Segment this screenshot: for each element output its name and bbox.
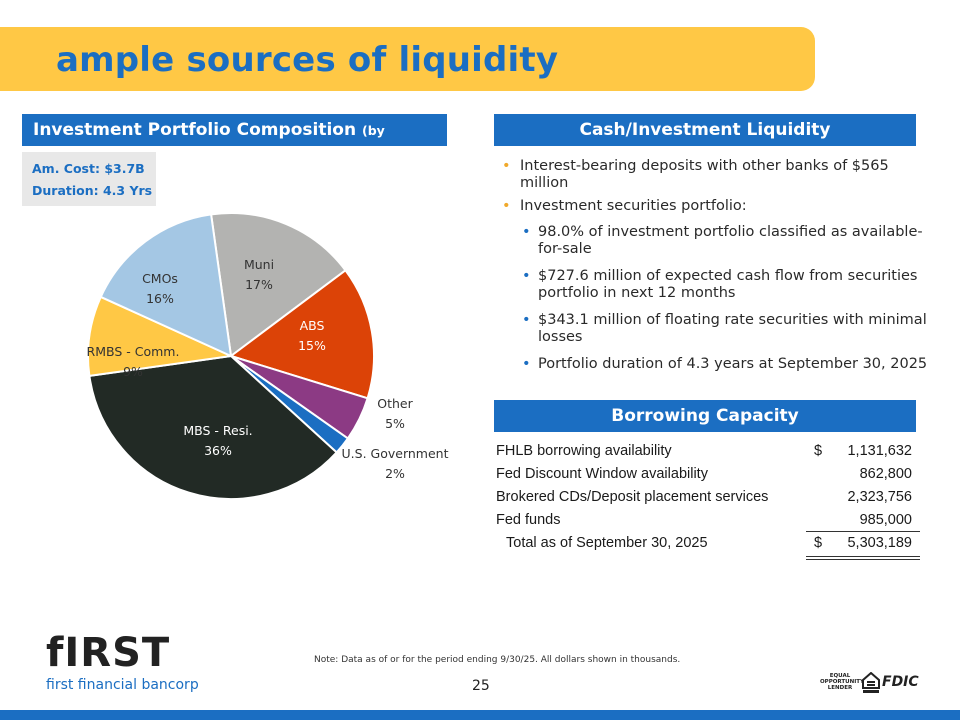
first-logo: fIRST [46,630,171,676]
page-title: ample sources of liquidity [56,40,559,80]
total-double-rule [806,556,920,557]
cash-liquidity-header: Cash/Investment Liquidity [494,114,916,146]
pie-label: Muni [244,257,274,272]
borrowing-row-amount: 2,323,756 [847,489,912,505]
pie-percent-label: 15% [298,338,326,353]
pie-label: Other [377,396,413,411]
borrowing-row: Fed Discount Window availability 862,800 [496,463,920,486]
pie-percent-label: 36% [204,443,232,458]
borrowing-total-amount: 5,303,189 [847,535,912,551]
footer-bar [0,710,960,720]
borrowing-row-dollar: $ [814,443,823,459]
borrowing-capacity-header: Borrowing Capacity [494,400,916,432]
pie-label: U.S. Government [342,446,449,461]
pie-label: ABS [300,318,325,333]
footnote: Note: Data as of or for the period endin… [314,655,681,665]
pie-label: RMBS - Comm. [87,344,180,359]
bullet-securities: Investment securities portfolio: [500,198,930,215]
portfolio-header-title: Investment Portfolio Composition [33,120,357,140]
borrowing-row-label: Fed Discount Window availability [496,466,708,482]
portfolio-stats-box: Am. Cost: $3.7B Duration: 4.3 Yrs [22,152,156,206]
pie-percent-label: 17% [245,277,273,292]
title-banner [0,27,815,91]
duration-stat: Duration: 4.3 Yrs [32,183,153,198]
pie-label: MBS - Resi. [183,423,252,438]
am-cost-stat: Am. Cost: $3.7B [32,161,145,176]
borrowing-row-amount: 1,131,632 [847,443,912,459]
borrowing-row-label: Brokered CDs/Deposit placement services [496,489,769,505]
borrowing-total-row: Total as of September 30, 2025 $ 5,303,1… [496,531,920,560]
equal-opportunity-lender-text: EQUAL OPPORTUNITY LENDER [820,673,865,691]
pie-slice-cmos [99,213,233,358]
borrowing-total-dollar: $ [814,535,823,551]
sub-bullet-cash-flow: $727.6 million of expected cash flow fro… [500,268,930,302]
first-logo-subtitle: first financial bancorp [46,677,199,693]
total-top-rule [806,531,920,532]
pie-percent-label: 2% [385,466,405,481]
total-double-rule [806,559,920,560]
borrowing-row-amount: 862,800 [859,466,912,482]
bullet-deposits: Interest-bearing deposits with other ban… [500,158,930,192]
pie-slice-muni [209,212,347,358]
pie-percent-label: 16% [146,291,174,306]
pie-slice-mbs-resi [88,354,339,500]
borrowing-row: Fed funds 985,000 [496,509,920,532]
sub-bullet-floating-rate: $343.1 million of floating rate securiti… [500,312,930,346]
borrowing-row-label: FHLB borrowing availability [496,443,672,459]
borrowing-total-label: Total as of September 30, 2025 [506,535,708,551]
borrowing-row-label: Fed funds [496,512,561,528]
pie-percent-label: 9% [123,364,143,379]
borrowing-row: FHLB borrowing availability $ 1,131,632 [496,440,920,463]
page-number: 25 [472,678,490,694]
fdic-logo: FDIC [882,674,919,690]
cash-liquidity-bullets: Interest-bearing deposits with other ban… [500,158,930,383]
borrowing-table: FHLB borrowing availability $ 1,131,632 … [496,440,920,560]
sub-bullet-duration: Portfolio duration of 4.3 years at Septe… [500,356,930,373]
borrowing-row-amount: 985,000 [859,512,912,528]
pie-percent-label: 5% [385,416,405,431]
pie-slice-rmbs-comm [87,295,235,378]
pie-label: CMOs [142,271,178,286]
equal-housing-lender-icon [862,672,880,693]
borrowing-row: Brokered CDs/Deposit placement services … [496,486,920,509]
sub-bullet-afs: 98.0% of investment portfolio classified… [500,224,930,258]
